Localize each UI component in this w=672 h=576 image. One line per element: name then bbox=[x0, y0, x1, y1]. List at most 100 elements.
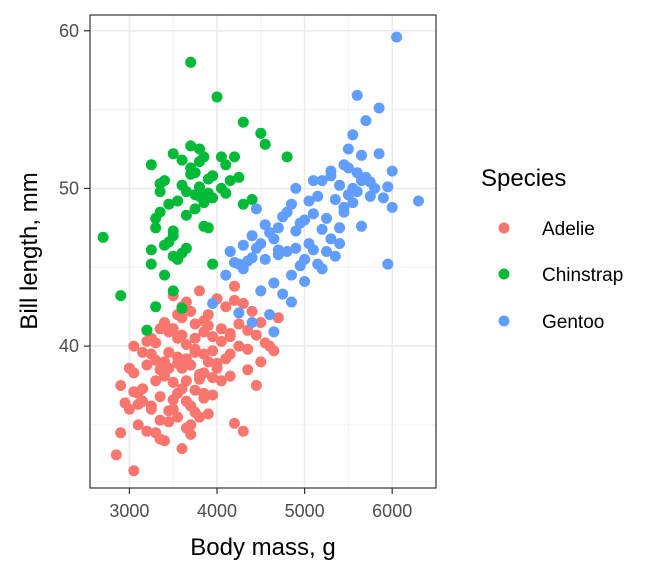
data-point-gentoo bbox=[246, 252, 258, 264]
data-point-adelie bbox=[167, 394, 179, 406]
data-point-adelie bbox=[180, 339, 192, 350]
data-point-adelie bbox=[167, 376, 179, 388]
data-point-chinstrap bbox=[281, 151, 293, 163]
data-point-chinstrap bbox=[141, 324, 153, 336]
data-point-gentoo bbox=[224, 246, 236, 257]
data-point-adelie bbox=[272, 312, 284, 324]
data-point-chinstrap bbox=[167, 225, 179, 237]
data-point-gentoo bbox=[373, 148, 385, 160]
data-point-gentoo bbox=[325, 165, 337, 177]
data-point-chinstrap bbox=[189, 203, 201, 215]
data-point-chinstrap bbox=[159, 269, 170, 281]
data-point-adelie bbox=[259, 337, 271, 349]
data-point-chinstrap bbox=[194, 143, 205, 155]
data-point-adelie bbox=[255, 317, 267, 328]
data-point-chinstrap bbox=[180, 209, 192, 221]
data-point-chinstrap bbox=[145, 244, 157, 256]
data-point-gentoo bbox=[246, 317, 258, 328]
legend-label-adelie: Adelie bbox=[542, 219, 595, 240]
legend-key-chinstrap bbox=[498, 268, 510, 280]
data-point-chinstrap bbox=[154, 206, 166, 218]
data-point-gentoo bbox=[307, 208, 319, 220]
data-point-gentoo bbox=[307, 244, 319, 256]
data-point-adelie bbox=[185, 400, 197, 412]
data-point-chinstrap bbox=[159, 175, 170, 187]
data-point-adelie bbox=[215, 375, 227, 387]
data-point-adelie bbox=[268, 345, 280, 357]
legend-item-gentoo: Gentoo bbox=[498, 312, 604, 333]
plot-panel-border bbox=[89, 14, 437, 489]
data-point-chinstrap bbox=[145, 159, 157, 171]
data-point-gentoo bbox=[220, 269, 232, 281]
data-point-chinstrap bbox=[207, 258, 219, 270]
data-point-adelie bbox=[194, 373, 205, 385]
data-point-gentoo bbox=[303, 195, 315, 207]
data-points bbox=[97, 31, 424, 477]
x-tick-label: 6000 bbox=[372, 501, 412, 521]
data-point-chinstrap bbox=[163, 198, 175, 210]
data-point-adelie bbox=[250, 380, 262, 391]
data-point-adelie bbox=[189, 346, 201, 358]
data-point-gentoo bbox=[377, 192, 389, 204]
data-point-gentoo bbox=[373, 102, 385, 114]
data-point-gentoo bbox=[342, 143, 354, 155]
data-point-chinstrap bbox=[176, 154, 188, 166]
data-point-adelie bbox=[132, 419, 144, 431]
data-point-chinstrap bbox=[220, 187, 232, 199]
data-point-gentoo bbox=[290, 182, 302, 194]
data-point-adelie bbox=[185, 428, 197, 440]
data-point-adelie bbox=[207, 345, 219, 357]
data-point-gentoo bbox=[264, 309, 276, 321]
data-point-adelie bbox=[115, 380, 127, 391]
y-tick-label: 50 bbox=[59, 178, 79, 198]
data-point-adelie bbox=[176, 329, 188, 341]
data-point-adelie bbox=[229, 280, 240, 292]
data-point-adelie bbox=[128, 340, 140, 352]
data-point-adelie bbox=[207, 389, 219, 401]
data-point-adelie bbox=[224, 348, 236, 360]
data-point-adelie bbox=[194, 285, 205, 297]
data-point-adelie bbox=[237, 425, 249, 437]
data-point-adelie bbox=[123, 403, 135, 415]
data-point-gentoo bbox=[286, 296, 297, 308]
data-point-chinstrap bbox=[259, 138, 271, 150]
data-point-adelie bbox=[215, 335, 227, 347]
data-point-chinstrap bbox=[150, 222, 162, 234]
y-axis-ticks: 40 50 60 bbox=[59, 21, 90, 356]
plot-panel-background bbox=[90, 15, 436, 488]
data-point-adelie bbox=[189, 384, 201, 396]
data-point-gentoo bbox=[351, 89, 363, 101]
data-point-gentoo bbox=[237, 239, 249, 251]
data-point-gentoo bbox=[272, 222, 284, 234]
data-point-chinstrap bbox=[180, 186, 192, 198]
data-point-adelie bbox=[255, 356, 267, 368]
data-point-adelie bbox=[159, 435, 170, 447]
data-point-chinstrap bbox=[145, 258, 157, 270]
data-point-chinstrap bbox=[233, 171, 245, 183]
data-point-chinstrap bbox=[167, 285, 179, 297]
data-point-gentoo bbox=[338, 201, 350, 213]
data-point-adelie bbox=[189, 332, 201, 344]
data-point-gentoo bbox=[360, 115, 372, 127]
data-point-adelie bbox=[207, 372, 219, 384]
data-point-adelie bbox=[163, 405, 175, 417]
x-tick-label: 5000 bbox=[285, 501, 325, 521]
data-point-chinstrap bbox=[237, 198, 249, 210]
data-point-gentoo bbox=[268, 233, 280, 245]
data-point-gentoo bbox=[294, 260, 306, 272]
data-point-gentoo bbox=[246, 230, 258, 242]
data-point-adelie bbox=[132, 398, 144, 410]
data-point-gentoo bbox=[277, 288, 289, 300]
data-point-adelie bbox=[180, 353, 192, 365]
data-point-gentoo bbox=[386, 165, 398, 177]
data-point-gentoo bbox=[259, 253, 271, 265]
data-point-adelie bbox=[141, 359, 153, 371]
x-axis-title: Body mass, g bbox=[190, 534, 335, 561]
data-point-gentoo bbox=[347, 197, 359, 209]
legend-key-gentoo bbox=[498, 315, 510, 327]
data-point-gentoo bbox=[382, 258, 394, 270]
data-point-adelie bbox=[137, 383, 149, 395]
data-point-gentoo bbox=[356, 149, 367, 161]
data-point-adelie bbox=[154, 391, 166, 403]
